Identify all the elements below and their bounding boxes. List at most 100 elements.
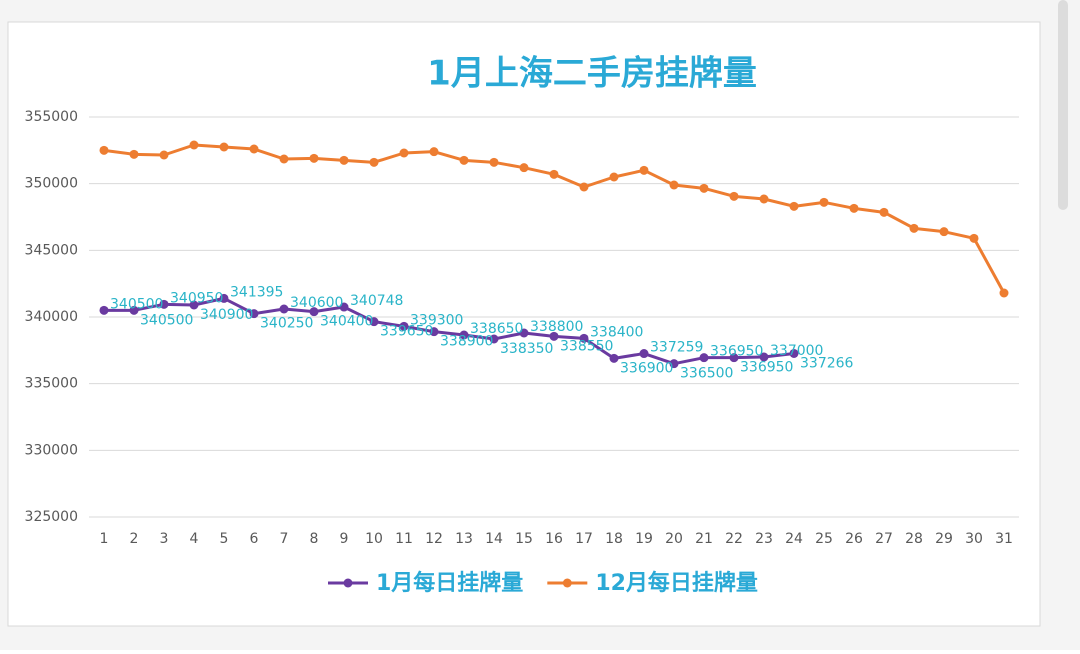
point [489, 334, 499, 344]
x-tick-label: 13 [455, 531, 473, 547]
data-label: 340748 [350, 293, 403, 309]
data-label: 340400 [320, 314, 373, 330]
point [369, 317, 379, 327]
point [279, 154, 289, 164]
point [189, 140, 199, 150]
x-tick-label: 10 [365, 531, 383, 547]
data-label: 339650 [380, 324, 433, 340]
x-tick-label: 7 [280, 531, 289, 547]
x-tick-label: 18 [605, 531, 623, 547]
point [759, 352, 769, 362]
point [699, 353, 709, 363]
x-tick-label: 20 [665, 531, 683, 547]
y-tick-label: 350000 [25, 176, 78, 192]
data-label: 336950 [710, 344, 763, 360]
x-tick-label: 26 [845, 531, 863, 547]
point [159, 150, 169, 160]
data-label: 338800 [530, 319, 583, 335]
point [129, 149, 139, 159]
data-label: 336500 [680, 366, 733, 382]
data-label: 340900 [200, 307, 253, 323]
point [99, 145, 109, 155]
point [729, 191, 739, 201]
data-label: 340500 [140, 312, 193, 328]
chart-frame [7, 21, 1041, 627]
point [879, 207, 889, 217]
point [459, 330, 469, 340]
x-tick-label: 1 [100, 531, 109, 547]
chart-title: 1月上海二手房挂牌量 [427, 54, 757, 94]
data-label: 337000 [770, 343, 823, 359]
point [579, 333, 589, 343]
point [819, 197, 829, 207]
series-line [104, 296, 795, 366]
point [609, 172, 619, 182]
point [159, 299, 169, 309]
point [399, 321, 409, 331]
point [189, 300, 199, 310]
legend-marker [343, 578, 353, 588]
x-tick-label: 21 [695, 531, 713, 547]
x-tick-label: 5 [220, 531, 229, 547]
point [219, 293, 229, 303]
data-label: 336900 [620, 360, 673, 376]
x-tick-label: 19 [635, 531, 653, 547]
point [729, 353, 739, 363]
x-tick-label: 31 [995, 531, 1013, 547]
point [339, 302, 349, 312]
point [519, 328, 529, 338]
data-label: 337266 [800, 355, 854, 371]
x-tick-label: 9 [340, 531, 349, 547]
legend-marker [562, 578, 572, 588]
point [309, 153, 319, 163]
point [639, 349, 649, 359]
point [969, 233, 979, 243]
y-tick-label: 325000 [25, 509, 78, 525]
legend-label: 1月每日挂牌量 [376, 570, 523, 596]
point [249, 144, 259, 154]
data-label: 338650 [470, 321, 523, 337]
point [429, 147, 439, 157]
point [789, 348, 799, 358]
point [309, 307, 319, 317]
x-tick-label: 27 [875, 531, 893, 547]
data-label: 340600 [290, 295, 343, 311]
data-label: 340500 [110, 296, 163, 312]
point [789, 201, 799, 211]
point [999, 288, 1009, 298]
scrollbar [1058, 0, 1068, 210]
x-tick-label: 2 [130, 531, 139, 547]
x-tick-label: 28 [905, 531, 923, 547]
point [759, 194, 769, 204]
x-tick-label: 24 [785, 531, 803, 547]
x-tick-label: 25 [815, 531, 833, 547]
point [939, 227, 949, 237]
y-tick-label: 330000 [25, 442, 78, 458]
point [279, 304, 289, 314]
y-tick-label: 340000 [25, 309, 78, 325]
x-tick-label: 15 [515, 531, 533, 547]
x-tick-label: 14 [485, 531, 503, 547]
point [669, 180, 679, 190]
data-label: 337259 [650, 340, 703, 356]
x-tick-label: 8 [310, 531, 319, 547]
point [549, 169, 559, 179]
x-tick-label: 23 [755, 531, 773, 547]
x-tick-label: 22 [725, 531, 743, 547]
data-label: 338550 [560, 338, 613, 354]
point [519, 163, 529, 173]
point [219, 142, 229, 152]
x-tick-label: 29 [935, 531, 953, 547]
x-tick-label: 11 [395, 531, 413, 547]
y-tick-label: 345000 [25, 242, 78, 258]
point [249, 309, 259, 319]
point [459, 155, 469, 165]
point [909, 223, 919, 233]
point [579, 182, 589, 192]
point [99, 305, 109, 315]
data-label: 336950 [740, 360, 793, 376]
data-label: 340250 [260, 316, 313, 332]
point [339, 155, 349, 165]
point [609, 353, 619, 363]
x-tick-label: 17 [575, 531, 593, 547]
